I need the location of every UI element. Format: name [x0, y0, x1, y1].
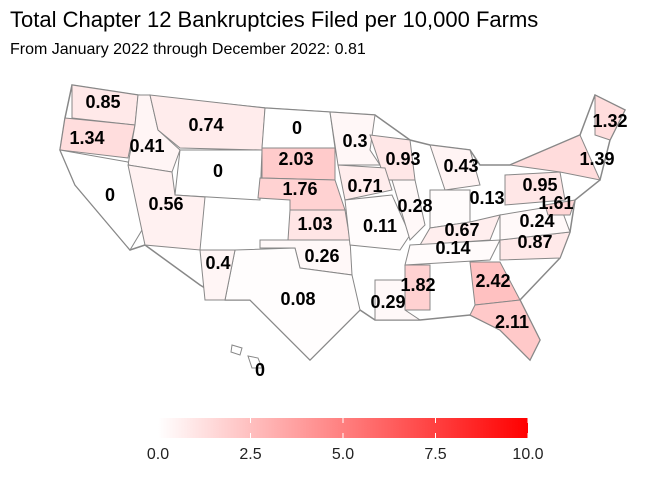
value-label: 0.85: [85, 92, 120, 112]
color-bar-tick-label: 0.0: [147, 446, 169, 463]
map-title: Total Chapter 12 Bankruptcies Filed per …: [10, 7, 538, 32]
color-bar-tick-label: 7.5: [424, 446, 446, 463]
value-label: 0.43: [443, 156, 478, 176]
value-label: 0.4: [205, 253, 230, 273]
value-label: 0.28: [397, 196, 432, 216]
value-label: 0.56: [148, 194, 183, 214]
state: [508, 134, 601, 181]
value-label: 0.13: [469, 188, 504, 208]
state: [329, 111, 381, 166]
state: [230, 344, 243, 356]
state: [247, 355, 263, 369]
state: [469, 299, 541, 361]
value-label: 1.34: [69, 128, 104, 148]
value-label: 0.26: [304, 246, 339, 266]
value-label: 0: [255, 360, 265, 380]
value-label: 0.24: [519, 211, 554, 231]
value-label: 0.67: [444, 220, 479, 240]
state: [224, 247, 361, 361]
value-label: 0.71: [347, 176, 382, 196]
state: [504, 171, 566, 206]
value-label: 1.32: [592, 111, 627, 131]
state: [59, 117, 136, 159]
value-label: 0: [213, 161, 223, 181]
state: [127, 164, 206, 251]
value-label: 0.74: [188, 115, 223, 135]
state: [429, 144, 481, 191]
value-label: 1.76: [282, 179, 317, 199]
value-label: 1.03: [297, 214, 332, 234]
state: [419, 214, 501, 246]
state: [594, 94, 626, 141]
state: [59, 149, 146, 251]
state: [404, 239, 501, 266]
state: [344, 194, 411, 251]
value-label: 1.82: [400, 275, 435, 295]
value-label: 0.41: [129, 136, 164, 156]
state: [149, 94, 266, 151]
value-label: 2.11: [495, 312, 529, 332]
value-label: 1.61: [538, 193, 573, 213]
value-label: 0: [105, 185, 115, 205]
value-label: 2.42: [475, 271, 510, 291]
state: [337, 164, 393, 201]
state: [544, 199, 576, 216]
value-label: 0.08: [280, 289, 315, 309]
color-bar-tick-label: 5.0: [332, 446, 354, 463]
value-label: 0.93: [385, 149, 420, 169]
value-label: 0: [292, 118, 302, 138]
state: [174, 149, 263, 201]
color-bar-tick-label: 10.0: [512, 446, 543, 463]
map-subtitle: From January 2022 through December 2022:…: [10, 41, 366, 58]
state: [199, 249, 236, 301]
value-label: 0.87: [517, 232, 552, 252]
value-label: 1.39: [579, 149, 614, 169]
color-bar-tick-label: 2.5: [239, 446, 261, 463]
value-label: 0.29: [370, 292, 405, 312]
value-label: 2.03: [278, 149, 313, 169]
value-label: 0.11: [363, 216, 397, 236]
value-label: 0.95: [522, 175, 557, 195]
value-label: 0.3: [342, 131, 367, 151]
value-label: 0.14: [435, 238, 470, 258]
state: [374, 279, 422, 321]
state: [391, 179, 426, 241]
